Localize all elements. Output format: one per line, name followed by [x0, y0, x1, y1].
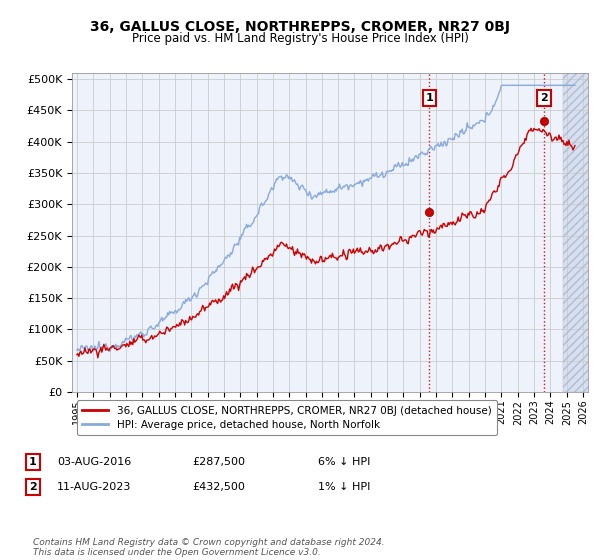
Text: 1% ↓ HPI: 1% ↓ HPI [318, 482, 370, 492]
Bar [563, 73, 591, 392]
Text: 6% ↓ HPI: 6% ↓ HPI [318, 457, 370, 467]
Text: Price paid vs. HM Land Registry's House Price Index (HPI): Price paid vs. HM Land Registry's House … [131, 32, 469, 45]
Bar [563, 73, 591, 392]
Text: 36, GALLUS CLOSE, NORTHREPPS, CROMER, NR27 0BJ: 36, GALLUS CLOSE, NORTHREPPS, CROMER, NR… [90, 20, 510, 34]
Text: 2: 2 [540, 93, 548, 103]
Legend: 36, GALLUS CLOSE, NORTHREPPS, CROMER, NR27 0BJ (detached house), HPI: Average pr: 36, GALLUS CLOSE, NORTHREPPS, CROMER, NR… [77, 400, 497, 435]
Text: 1: 1 [425, 93, 433, 103]
Text: £287,500: £287,500 [192, 457, 245, 467]
Text: £432,500: £432,500 [192, 482, 245, 492]
Text: 2: 2 [29, 482, 37, 492]
Text: 03-AUG-2016: 03-AUG-2016 [57, 457, 131, 467]
Text: 1: 1 [29, 457, 37, 467]
Text: Contains HM Land Registry data © Crown copyright and database right 2024.
This d: Contains HM Land Registry data © Crown c… [33, 538, 385, 557]
Text: 11-AUG-2023: 11-AUG-2023 [57, 482, 131, 492]
